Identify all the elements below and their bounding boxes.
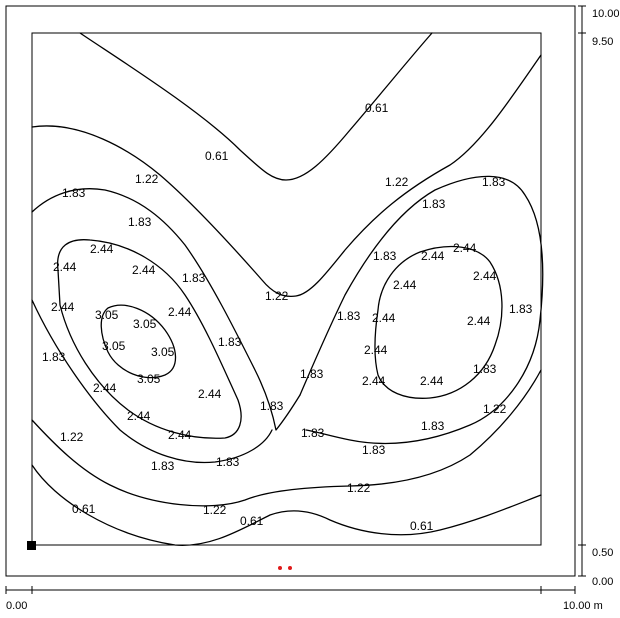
contour-label: 1.83 bbox=[182, 271, 206, 285]
contour-label: 2.44 bbox=[51, 300, 75, 314]
contour-label: 2.44 bbox=[53, 260, 77, 274]
y-tick-label: 0.00 bbox=[592, 576, 613, 588]
contour-label: 2.44 bbox=[132, 263, 156, 277]
contour-label: 1.83 bbox=[362, 443, 386, 457]
contour-label: 1.83 bbox=[473, 362, 497, 376]
contour-label: 2.44 bbox=[393, 278, 417, 292]
contour-label: 1.83 bbox=[42, 350, 66, 364]
contour-label: 2.44 bbox=[364, 343, 388, 357]
contour-label: 1.83 bbox=[216, 455, 240, 469]
contour-label: 2.44 bbox=[168, 428, 192, 442]
contour-label: 2.44 bbox=[93, 381, 117, 395]
contour-line-1.22 bbox=[31, 54, 542, 298]
contour-label: 2.44 bbox=[90, 242, 114, 256]
contour-label: 2.44 bbox=[473, 269, 497, 283]
contour-line-1.83 bbox=[299, 175, 544, 445]
y-tick-label: 9.50 bbox=[592, 36, 613, 48]
contour-label: 1.83 bbox=[128, 215, 152, 229]
contour-line-3.05 bbox=[100, 304, 177, 379]
contour-label: 3.05 bbox=[102, 339, 126, 353]
contour-label: 3.05 bbox=[95, 308, 119, 322]
contour-label: 3.05 bbox=[133, 317, 157, 331]
contour-lines bbox=[31, 32, 544, 546]
contour-label: 0.61 bbox=[72, 502, 96, 516]
y-tick-label: 0.50 bbox=[592, 547, 613, 559]
contour-label: 1.83 bbox=[421, 419, 445, 433]
contour-label: 2.44 bbox=[420, 374, 444, 388]
origin-marker bbox=[27, 541, 36, 550]
contour-label: 2.44 bbox=[453, 241, 477, 255]
contour-label: 1.22 bbox=[347, 481, 371, 495]
contour-line-1.22 bbox=[31, 369, 542, 507]
contour-label: 1.83 bbox=[151, 459, 175, 473]
contour-label: 1.83 bbox=[422, 197, 446, 211]
contour-label: 3.05 bbox=[137, 372, 161, 386]
contour-line-2.44 bbox=[57, 239, 242, 439]
y-tick-label: 10.00 bbox=[592, 8, 620, 20]
contour-label: 1.83 bbox=[373, 249, 397, 263]
contour-line-2.44 bbox=[374, 245, 503, 399]
room-boundary bbox=[5, 5, 576, 577]
luminaire-point bbox=[278, 566, 282, 570]
contour-label: 3.05 bbox=[151, 345, 175, 359]
contour-label: 1.22 bbox=[60, 430, 84, 444]
contour-line-0.61 bbox=[31, 464, 542, 546]
contour-label: 1.83 bbox=[482, 175, 506, 189]
contour-label: 2.44 bbox=[168, 305, 192, 319]
contour-label: 2.44 bbox=[467, 314, 491, 328]
contour-label: 1.83 bbox=[62, 186, 86, 200]
x-tick-label: 10.00 m bbox=[563, 600, 603, 612]
contour-label: 2.44 bbox=[372, 311, 396, 325]
contour-label: 1.83 bbox=[337, 309, 361, 323]
contour-label: 2.44 bbox=[362, 374, 386, 388]
x-tick-label: 0.00 bbox=[6, 600, 27, 612]
contour-label: 2.44 bbox=[198, 387, 222, 401]
contour-line-0.61 bbox=[79, 32, 433, 181]
y-axis: 10.00 9.50 0.50 0.00 bbox=[578, 5, 620, 588]
contour-label: 1.22 bbox=[385, 175, 409, 189]
luminaire-point bbox=[288, 566, 292, 570]
contour-label: 0.61 bbox=[365, 101, 389, 115]
contour-label: 0.61 bbox=[240, 514, 264, 528]
contour-label: 1.83 bbox=[509, 302, 533, 316]
contour-labels: 0.61 0.61 1.22 1.22 1.83 1.83 1.83 1.83 … bbox=[42, 101, 533, 533]
contour-label: 1.22 bbox=[265, 289, 289, 303]
contour-label: 1.83 bbox=[300, 367, 324, 381]
contour-label: 2.44 bbox=[421, 249, 445, 263]
contour-label: 1.22 bbox=[135, 172, 159, 186]
x-axis: 0.00 10.00 m bbox=[5, 586, 603, 612]
contour-label: 1.83 bbox=[301, 426, 325, 440]
contour-label: 2.44 bbox=[127, 409, 151, 423]
contour-label: 1.83 bbox=[218, 335, 242, 349]
contour-line-1.83 bbox=[31, 188, 301, 431]
contour-label: 0.61 bbox=[410, 519, 434, 533]
contour-label: 1.83 bbox=[260, 399, 284, 413]
contour-label: 1.22 bbox=[483, 402, 507, 416]
contour-label: 0.61 bbox=[205, 149, 229, 163]
contour-line-1.83 bbox=[31, 299, 273, 464]
contour-label: 1.22 bbox=[203, 503, 227, 517]
calculation-area bbox=[31, 32, 542, 546]
